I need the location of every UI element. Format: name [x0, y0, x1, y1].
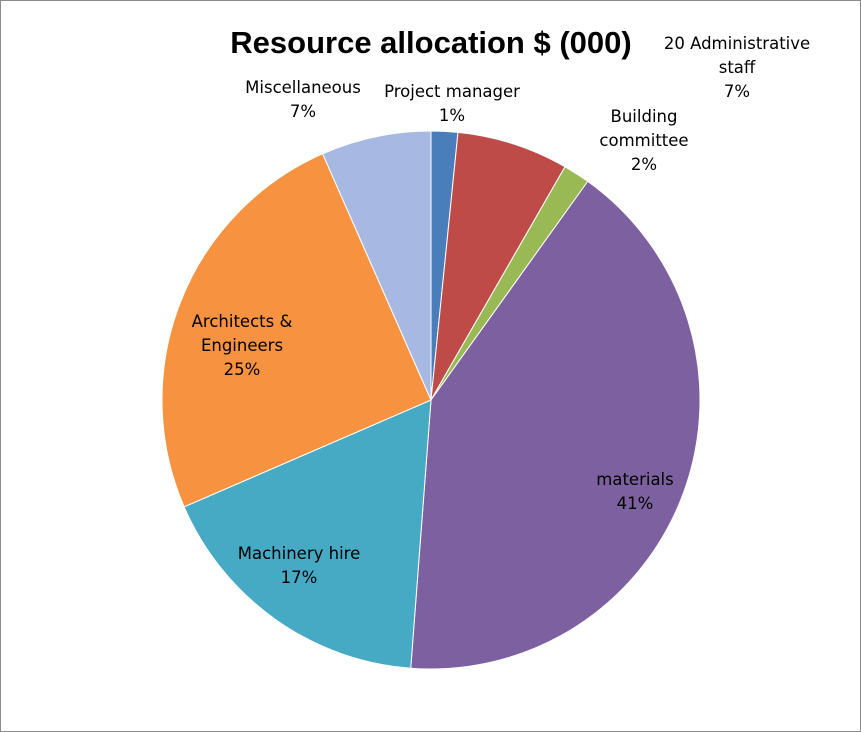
slice-label-6: Miscellaneous 7%: [245, 78, 361, 121]
slice-percent: 41%: [617, 494, 654, 513]
slice-name-line: Miscellaneous: [245, 78, 361, 97]
slice-name-line: committee: [599, 131, 688, 150]
pie-slices: [161, 130, 701, 670]
slice-percent: 7%: [290, 102, 316, 121]
slice-percent: 1%: [439, 106, 465, 125]
slice-percent: 17%: [281, 568, 318, 587]
slice-name-line: Building: [611, 107, 678, 126]
slice-name-line: Machinery hire: [238, 544, 360, 563]
slice-name-line: Architects &: [192, 312, 293, 331]
slice-label-2: Building committee 2%: [599, 107, 688, 174]
slice-name-line: materials: [596, 470, 673, 489]
slice-name-line: Engineers: [201, 336, 283, 355]
slice-name-line: 20 Administrative: [664, 34, 810, 53]
chart-title: Resource allocation $ (000): [230, 25, 631, 60]
slice-label-5: Architects & Engineers 25%: [192, 312, 293, 379]
pie-slice-1: [430, 131, 566, 401]
slice-label-1: 20 Administrative staff 7%: [664, 34, 810, 101]
slice-percent: 25%: [224, 360, 261, 379]
pie-slice-4: [183, 399, 432, 669]
slice-label-4: Machinery hire 17%: [238, 544, 360, 587]
pie-slice-5: [161, 153, 432, 508]
slice-name-line: Project manager: [384, 82, 520, 101]
slice-percent: 2%: [631, 155, 657, 174]
pie-slice-6: [321, 130, 432, 401]
slice-percent: 7%: [724, 82, 750, 101]
pie-labels: Project manager 1% 20 Administrative staff 7…: [192, 34, 811, 587]
slice-label-0: Project manager 1%: [384, 82, 520, 125]
slice-name-line: staff: [719, 58, 756, 77]
slice-label-3: materials 41%: [596, 470, 673, 513]
pie-slice-3: [410, 180, 701, 670]
